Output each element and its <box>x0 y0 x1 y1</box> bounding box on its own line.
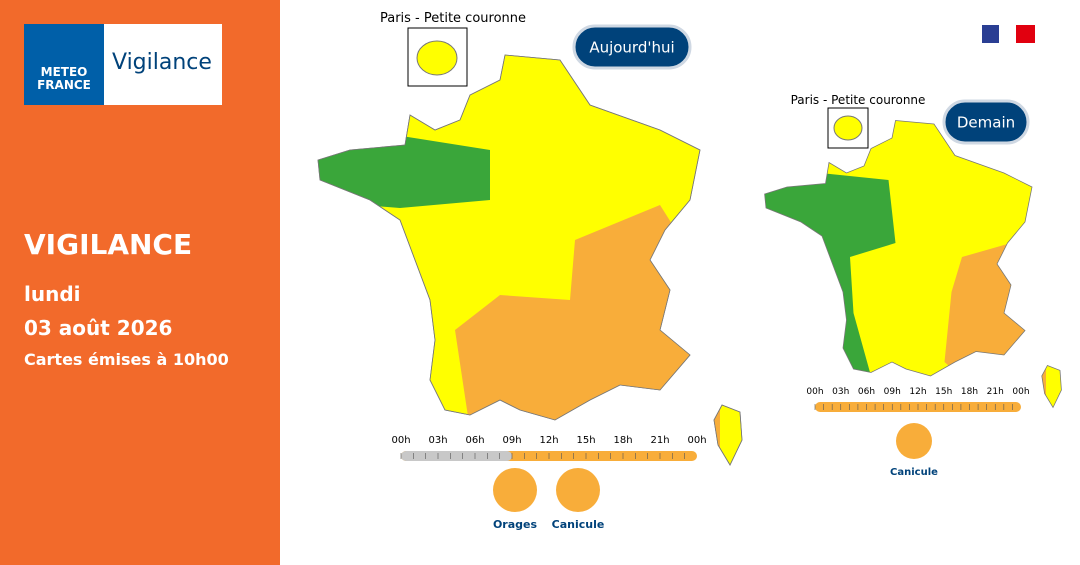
hour-label: 03h <box>428 435 447 446</box>
map-tomorrow <box>764 120 1062 408</box>
hour-label: 00h <box>1012 387 1029 397</box>
date: 03 août 2026 <box>24 316 173 340</box>
hazard-icon <box>896 423 932 459</box>
hour-label: 15h <box>576 435 595 446</box>
hour-label: 00h <box>391 435 410 446</box>
issued: Cartes émises à 10h00 <box>24 350 229 369</box>
hour-label: 00h <box>687 435 706 446</box>
hour-label: 06h <box>465 435 484 446</box>
inset-label: Paris - Petite couronne <box>791 93 926 107</box>
logo-line: METEO <box>40 65 88 79</box>
hazard-label: Canicule <box>890 467 938 478</box>
hour-label: 21h <box>650 435 669 446</box>
day-badge: Demain <box>957 114 1015 132</box>
hour-label: 00h <box>806 387 823 397</box>
hour-label: 09h <box>884 387 901 397</box>
sidebar: METEO FRANCE Vigilance VIGILANCE lundi 03… <box>0 0 280 565</box>
logo: METEO FRANCE Vigilance <box>24 24 222 105</box>
hazard-label: Orages <box>493 518 538 531</box>
inset-label: Paris - Petite couronne <box>380 11 526 26</box>
hour-label: 18h <box>613 435 632 446</box>
hour-label: 21h <box>987 387 1004 397</box>
hour-label: 18h <box>961 387 978 397</box>
hour-label: 12h <box>909 387 926 397</box>
logo-product: Vigilance <box>112 50 212 75</box>
logo-brand: METEO FRANCE <box>24 24 104 105</box>
hour-label: 12h <box>539 435 558 446</box>
hour-label: 06h <box>858 387 875 397</box>
hazard-label: Canicule <box>552 518 605 531</box>
hazard-icon <box>556 468 600 512</box>
hour-label: 03h <box>832 387 849 397</box>
timeline-past <box>401 451 512 461</box>
day-badge: Aujourd'hui <box>589 39 674 57</box>
day: lundi <box>24 282 81 306</box>
title: VIGILANCE <box>24 228 193 261</box>
hour-label: 15h <box>935 387 952 397</box>
logo-line: FRANCE <box>37 78 91 92</box>
hour-label: 09h <box>502 435 521 446</box>
map-today <box>317 24 743 466</box>
hazard-icon <box>493 468 537 512</box>
